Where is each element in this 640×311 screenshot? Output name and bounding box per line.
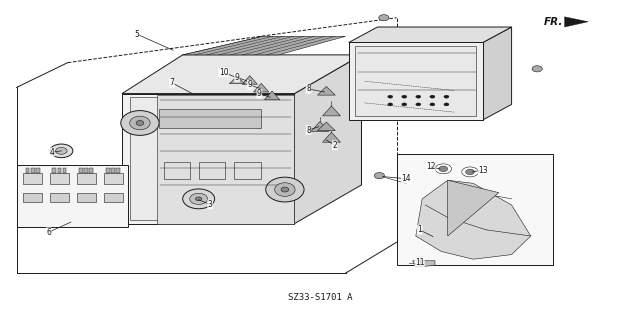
Text: 10: 10 xyxy=(219,68,228,77)
Text: 2: 2 xyxy=(332,141,337,150)
Polygon shape xyxy=(349,43,483,120)
Polygon shape xyxy=(157,95,294,224)
Bar xyxy=(90,168,93,173)
Bar xyxy=(79,168,83,173)
Ellipse shape xyxy=(379,15,389,21)
Text: 8: 8 xyxy=(306,84,311,93)
Bar xyxy=(159,109,261,128)
Text: SZ33-S1701 A: SZ33-S1701 A xyxy=(288,293,352,302)
Bar xyxy=(17,165,129,227)
Bar xyxy=(116,168,120,173)
Polygon shape xyxy=(349,27,511,43)
Bar xyxy=(164,162,190,179)
Ellipse shape xyxy=(466,169,474,175)
Polygon shape xyxy=(130,97,287,220)
Polygon shape xyxy=(229,77,244,84)
Text: 1: 1 xyxy=(417,225,422,234)
Ellipse shape xyxy=(532,66,542,72)
Ellipse shape xyxy=(388,95,393,98)
Bar xyxy=(31,168,35,173)
Ellipse shape xyxy=(444,103,449,106)
Bar xyxy=(397,154,553,265)
Polygon shape xyxy=(323,106,340,116)
Polygon shape xyxy=(122,55,362,94)
Text: 9: 9 xyxy=(257,89,262,98)
Ellipse shape xyxy=(195,197,202,201)
Text: 4: 4 xyxy=(49,148,54,157)
Text: 9: 9 xyxy=(247,81,252,89)
Text: 13: 13 xyxy=(478,165,488,174)
Ellipse shape xyxy=(430,95,435,98)
Bar xyxy=(77,193,96,202)
Bar xyxy=(52,168,56,173)
Polygon shape xyxy=(182,36,346,55)
Polygon shape xyxy=(317,86,335,95)
Polygon shape xyxy=(323,132,340,142)
Bar xyxy=(50,173,69,184)
Ellipse shape xyxy=(130,116,150,130)
Text: 6: 6 xyxy=(46,228,51,237)
Ellipse shape xyxy=(281,187,289,192)
Bar xyxy=(104,173,123,184)
Bar xyxy=(63,168,67,173)
Bar xyxy=(84,168,88,173)
Ellipse shape xyxy=(444,95,449,98)
Polygon shape xyxy=(122,94,294,224)
Text: 5: 5 xyxy=(134,30,139,39)
Text: 8: 8 xyxy=(306,126,311,135)
Bar xyxy=(234,162,260,179)
Ellipse shape xyxy=(388,103,393,106)
Ellipse shape xyxy=(462,167,478,177)
Ellipse shape xyxy=(402,95,407,98)
Text: 9: 9 xyxy=(234,73,239,82)
Polygon shape xyxy=(242,76,257,84)
Bar xyxy=(58,168,61,173)
Ellipse shape xyxy=(435,164,452,174)
Bar xyxy=(198,162,225,179)
Bar xyxy=(104,193,123,202)
Ellipse shape xyxy=(416,95,421,98)
Bar xyxy=(50,193,69,202)
Ellipse shape xyxy=(189,193,207,204)
Text: 11: 11 xyxy=(415,258,424,267)
Bar xyxy=(111,168,115,173)
Ellipse shape xyxy=(275,183,295,196)
Text: 3: 3 xyxy=(208,200,212,209)
Polygon shape xyxy=(355,46,476,116)
Ellipse shape xyxy=(121,111,159,135)
Bar xyxy=(23,173,42,184)
Ellipse shape xyxy=(56,147,67,154)
Polygon shape xyxy=(416,180,531,259)
Text: 7: 7 xyxy=(170,78,174,87)
Bar xyxy=(106,168,110,173)
Bar xyxy=(36,168,40,173)
Polygon shape xyxy=(483,27,511,120)
Polygon shape xyxy=(564,17,588,27)
Polygon shape xyxy=(311,121,329,131)
Polygon shape xyxy=(294,55,362,224)
Ellipse shape xyxy=(266,177,304,202)
Text: 14: 14 xyxy=(401,174,411,183)
Ellipse shape xyxy=(430,103,435,106)
Ellipse shape xyxy=(50,144,73,158)
Ellipse shape xyxy=(136,121,144,125)
Bar xyxy=(26,168,29,173)
Ellipse shape xyxy=(402,103,407,106)
Text: 12: 12 xyxy=(426,162,435,171)
Polygon shape xyxy=(448,180,499,236)
Polygon shape xyxy=(413,261,435,267)
Bar xyxy=(23,193,42,202)
Ellipse shape xyxy=(439,166,448,172)
Polygon shape xyxy=(264,91,280,100)
Ellipse shape xyxy=(374,173,385,179)
Polygon shape xyxy=(253,83,269,92)
Ellipse shape xyxy=(182,189,214,209)
Text: FR.: FR. xyxy=(543,17,563,27)
Bar xyxy=(77,173,96,184)
Ellipse shape xyxy=(416,103,421,106)
Polygon shape xyxy=(317,122,335,131)
